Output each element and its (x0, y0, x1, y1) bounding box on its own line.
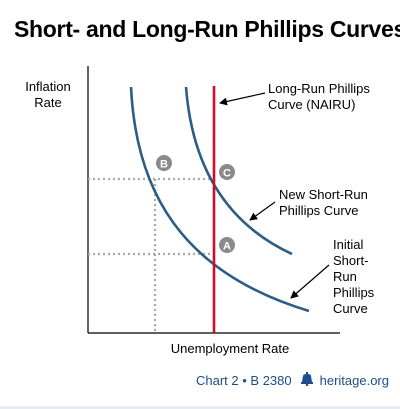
initial-srpc-pointer-arrow (290, 264, 330, 299)
y-axis-label-line2: Rate (34, 95, 61, 110)
chart-reference: Chart 2 • B 2380 (196, 373, 292, 388)
site-link[interactable]: heritage.org (319, 373, 389, 388)
new-short-run-phillips-curve (184, 86, 293, 256)
lrpc-label-line2: Curve (NAIRU) (268, 97, 355, 112)
initial-short-run-phillips-curve (129, 86, 310, 313)
point-b-label: B (160, 159, 168, 171)
initial-srpc-label-line4: Phillips (333, 285, 375, 300)
initial-srpc-label-line1: Initial (333, 237, 363, 252)
lrpc-pointer-arrow (219, 92, 266, 106)
initial-srpc-label-line2: Short- (333, 253, 368, 268)
lrpc-label-line1: Long-Run Phillips (268, 81, 370, 96)
point-c-label: C (223, 168, 231, 180)
page-title: Short- and Long-Run Phillips Curves (14, 16, 400, 42)
point-b-marker: B (156, 155, 172, 171)
point-a-marker: A (219, 237, 235, 253)
new-srpc-pointer-arrow (249, 201, 276, 221)
point-c-marker: C (219, 164, 235, 180)
initial-srpc-label-line3: Run (333, 269, 357, 284)
x-axis-label: Unemployment Rate (171, 341, 290, 356)
liberty-bell-icon (300, 372, 314, 389)
new-srpc-label-line1: New Short-Run (279, 187, 368, 202)
new-srpc-label-line2: Phillips Curve (279, 203, 358, 218)
y-axis-label-line1: Inflation (25, 79, 71, 94)
point-a-label: A (223, 241, 231, 253)
footer: Chart 2 • B 2380 heritage.org (196, 372, 389, 389)
initial-srpc-label-line5: Curve (333, 301, 368, 316)
bottom-rule (0, 406, 400, 409)
